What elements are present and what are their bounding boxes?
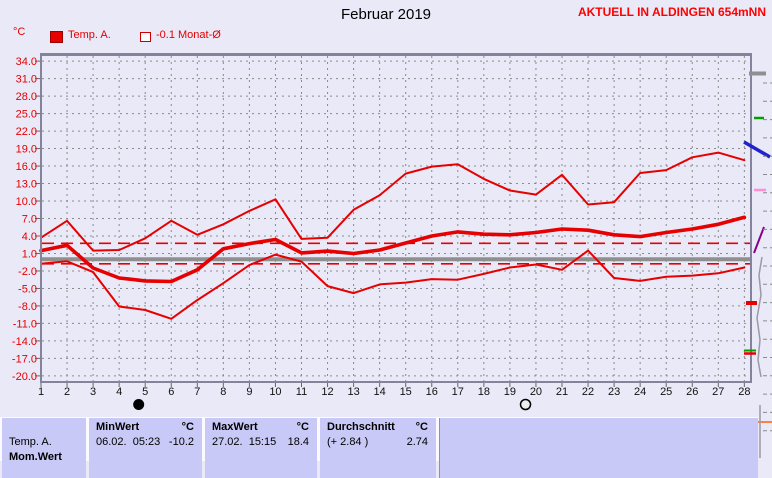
avg-deviation: (+ 2.84 ) [327, 436, 369, 448]
x-tick-label: 11 [296, 386, 307, 398]
x-tick-label: 6 [168, 386, 174, 398]
y-tick-label: -8.0 [18, 301, 37, 313]
y-axis-unit-label: °C [13, 26, 26, 38]
x-tick-label: 27 [712, 386, 724, 398]
y-tick-label: -14.0 [12, 336, 37, 348]
y-tick-label: 31.0 [16, 74, 37, 86]
station-banner: AKTUELL IN ALDINGEN 654mNN [577, 5, 766, 19]
x-tick-label: 8 [220, 386, 226, 398]
avg-unit: °C [415, 421, 428, 433]
x-tick-label: 9 [246, 386, 252, 398]
y-tick-label: -20.0 [12, 371, 37, 383]
clipped-purple-mark [753, 226, 765, 254]
series-line-1 [39, 215, 747, 284]
x-tick-label: 14 [374, 386, 386, 398]
clipped-gray-line [756, 256, 763, 378]
legend-swatch-temp-icon [50, 31, 63, 43]
x-tick-label: 7 [194, 386, 200, 398]
x-tick-label: 22 [582, 386, 594, 398]
min-unit: °C [181, 421, 194, 433]
x-tick-label: 10 [269, 386, 281, 398]
y-tick-label: -11.0 [13, 318, 37, 330]
x-tick-label: 13 [347, 386, 359, 398]
max-datetime: 27.02. 15:15 [212, 436, 277, 448]
y-tick-label: 34.0 [16, 56, 37, 68]
x-tick-label: 17 [452, 386, 464, 398]
x-tick-label: 4 [116, 386, 122, 398]
x-tick-label: 12 [321, 386, 333, 398]
new-moon-icon [133, 399, 145, 410]
x-tick-label: 16 [426, 386, 438, 398]
x-tick-label: 26 [686, 386, 698, 398]
sensor-name: Temp. A. [9, 436, 52, 448]
x-tick-label: 19 [504, 386, 516, 398]
x-tick-label: 1 [38, 386, 44, 398]
x-tick-label: 18 [478, 386, 490, 398]
min-label: MinWert [96, 421, 140, 433]
x-tick-label: 2 [64, 386, 70, 398]
weather-chart-window: Februar 2019 AKTUELL IN ALDINGEN 654mNN … [0, 5, 772, 478]
x-tick-label: 28 [738, 386, 750, 398]
x-tick-label: 3 [90, 386, 96, 398]
x-tick-label: 24 [634, 386, 646, 398]
stats-cell-average: Durchschnitt °C (+ 2.84 ) 2.74 [320, 418, 436, 478]
x-tick-label: 15 [400, 386, 412, 398]
y-tick-label: 19.0 [16, 144, 37, 156]
clipped-blue-mark [743, 140, 771, 159]
temperature-chart: 34.031.028.025.022.019.016.013.010.07.04… [12, 53, 772, 458]
stats-cell-max: MaxWert °C 27.02. 15:15 18.4 [205, 418, 317, 478]
y-tick-label: -5.0 [18, 283, 37, 295]
series-line-0 [40, 151, 746, 252]
legend-label-month-avg: -0.1 Monat-Ø [156, 29, 221, 41]
y-tick-label: 4.0 [22, 231, 37, 243]
legend-label-temp: Temp. A. [68, 29, 111, 41]
avg-label: Durchschnitt [327, 421, 395, 433]
max-value: 18.4 [287, 436, 309, 448]
min-value: -10.2 [168, 436, 194, 448]
stats-cell-sensor: Temp. A. Mom.Wert [2, 418, 86, 478]
max-label: MaxWert [212, 421, 258, 433]
y-tick-label: -17.0 [12, 353, 37, 365]
x-tick-label: 21 [556, 386, 568, 398]
min-datetime: 06.02. 05:23 [96, 436, 161, 448]
x-tick-label: 23 [608, 386, 620, 398]
y-tick-label: 22.0 [16, 126, 37, 138]
y-tick-label: 1.0 [22, 248, 37, 260]
stats-cell-empty [439, 418, 758, 478]
y-tick-label: 28.0 [16, 91, 37, 103]
y-tick-label: 16.0 [16, 161, 37, 173]
x-tick-label: 20 [530, 386, 542, 398]
max-unit: °C [296, 421, 309, 433]
stats-table: Temp. A. Mom.Wert MinWert °C 06.02. 05:23… [0, 417, 758, 478]
y-tick-label: -2.0 [18, 266, 37, 278]
page-title: Februar 2019 [340, 6, 432, 23]
y-tick-label: 25.0 [16, 109, 37, 121]
x-tick-label: 5 [142, 386, 148, 398]
legend-swatch-month-avg-icon [140, 32, 151, 42]
y-tick-label: 13.0 [16, 179, 37, 191]
avg-value: 2.74 [406, 436, 428, 448]
full-moon-icon [519, 398, 532, 411]
stats-cell-min: MinWert °C 06.02. 05:23 -10.2 [89, 418, 202, 478]
series-line-2 [40, 249, 746, 320]
y-tick-label: 10.0 [16, 196, 37, 208]
y-tick-label: 7.0 [22, 214, 37, 226]
x-tick-label: 25 [660, 386, 672, 398]
